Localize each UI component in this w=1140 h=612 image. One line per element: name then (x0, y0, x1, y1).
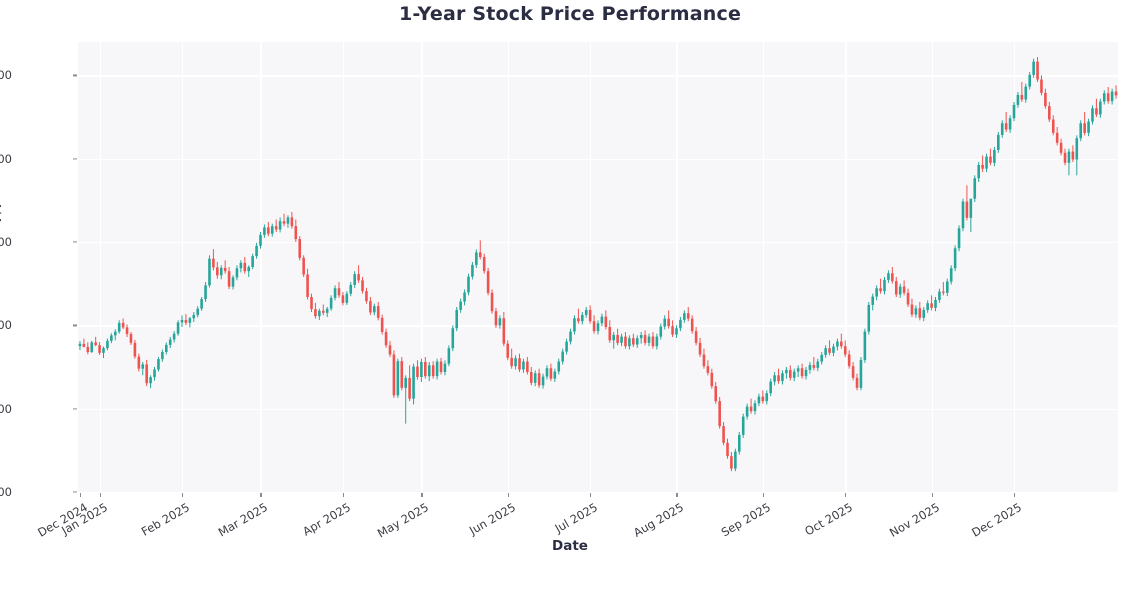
y-axis-tick-label: $900.00 (0, 235, 12, 249)
gridline-horizontal (78, 242, 1118, 244)
candlestick-series (78, 57, 1118, 472)
y-axis-tick-label: $800.00 (0, 318, 12, 333)
gridline-vertical (845, 42, 847, 492)
gridline-vertical (421, 42, 423, 492)
gridline-vertical (1014, 42, 1016, 492)
gridline-vertical (762, 42, 765, 492)
y-axis-tick-label: $700.00 (0, 401, 12, 416)
gridline-vertical (342, 42, 345, 492)
gridline-vertical (182, 42, 184, 492)
y-axis-tick-label: $1000.00 (0, 151, 12, 166)
y-axis-tick-label: $600.00 (0, 485, 12, 499)
chart-figure: 1-Year Stock Price Performance $600.00 $7… (0, 3, 1118, 554)
y-axis-tick-mark (73, 491, 77, 493)
x-axis-tick-mark (79, 493, 82, 497)
y-axis-tick-mark (73, 324, 77, 326)
gridline-vertical (590, 42, 592, 492)
x-axis-tick-mark (845, 493, 847, 497)
y-axis-tick-mark (73, 158, 77, 160)
x-axis-tick-mark (342, 493, 345, 497)
gridline-vertical (931, 42, 933, 492)
x-axis-tick-label: Aug 2025 (631, 500, 687, 540)
y-axis-tick-mark (73, 241, 77, 243)
gridline-horizontal (78, 75, 1118, 77)
x-axis-tick-mark (931, 493, 933, 497)
x-axis-tick-mark (676, 493, 678, 497)
x-axis-tick-label: Jul 2025 (552, 500, 601, 536)
y-axis-tick-label: $1100.00 (0, 68, 12, 83)
gridline-horizontal (78, 492, 1118, 494)
x-axis-label: Date (552, 538, 588, 554)
x-axis-tick-mark (762, 493, 765, 497)
x-axis-tick-mark (590, 493, 592, 497)
x-axis-tick-label: Oct 2025 (802, 500, 856, 539)
y-axis-tick-mark (73, 74, 77, 76)
gridline-vertical (507, 42, 510, 492)
gridline-horizontal (78, 408, 1118, 410)
chart-title: 1-Year Stock Price Performance (398, 3, 742, 25)
x-axis-tick-mark (260, 493, 262, 497)
gridline-vertical (676, 42, 678, 492)
x-axis-tick-mark (99, 493, 101, 497)
x-axis-tick-mark (1014, 493, 1016, 497)
gridline-vertical (260, 42, 262, 492)
gridline-horizontal (78, 158, 1118, 160)
y-axis-label: Price ($) (0, 202, 3, 267)
x-axis-tick-mark (421, 493, 423, 497)
y-axis-tick-mark (73, 408, 77, 410)
plot-area (78, 42, 1118, 494)
gridline-vertical (99, 42, 101, 492)
x-axis-tick-mark (507, 493, 509, 497)
x-axis-tick-mark (182, 493, 184, 497)
